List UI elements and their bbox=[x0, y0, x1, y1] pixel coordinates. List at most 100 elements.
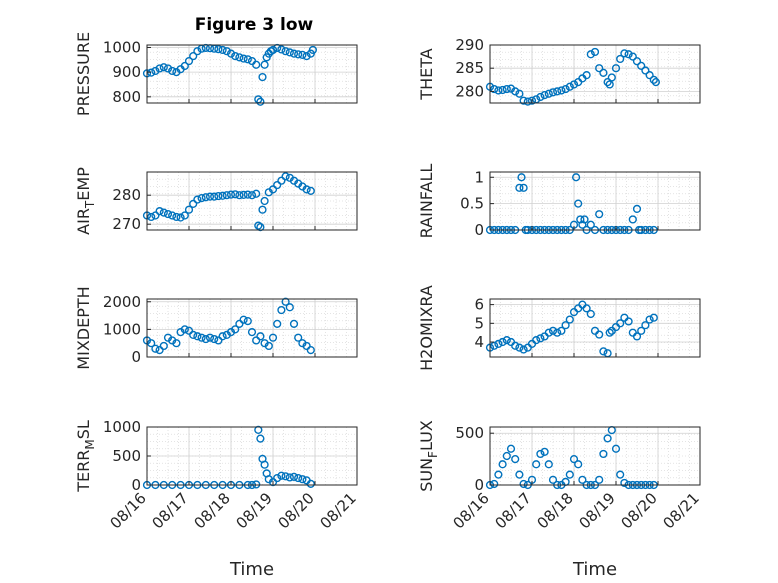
y-axis-label: TERRMSL bbox=[74, 420, 97, 493]
data-point bbox=[571, 173, 581, 182]
data-point bbox=[172, 339, 181, 348]
data-point bbox=[624, 50, 633, 59]
data-point bbox=[252, 189, 261, 198]
data-point bbox=[214, 191, 223, 201]
data-point bbox=[599, 347, 608, 356]
x-tick-label: 08/20 bbox=[275, 489, 318, 532]
data-point bbox=[595, 210, 604, 219]
data-point bbox=[289, 472, 299, 481]
data-point bbox=[490, 84, 499, 94]
data-point bbox=[519, 345, 528, 354]
data-point bbox=[184, 56, 194, 66]
y-tick-label: 1000 bbox=[103, 38, 141, 56]
data-point bbox=[243, 55, 252, 64]
data-point bbox=[155, 64, 164, 73]
data-point bbox=[214, 45, 223, 54]
data-point bbox=[258, 72, 267, 82]
data-point bbox=[193, 195, 202, 204]
data-point bbox=[151, 66, 160, 76]
data-point bbox=[574, 199, 583, 208]
data-point bbox=[226, 49, 236, 58]
data-point bbox=[252, 60, 261, 69]
x-tick-label: 08/20 bbox=[618, 489, 661, 532]
data-point bbox=[197, 194, 206, 203]
axes-frame bbox=[489, 171, 701, 231]
y-tick-label: 1 bbox=[474, 168, 484, 186]
y-axis-label: SUNFLUX bbox=[417, 420, 440, 492]
axes-frame bbox=[489, 44, 701, 104]
y-tick-label: 6 bbox=[474, 296, 484, 314]
data-point bbox=[590, 47, 600, 57]
x-tick-label: 08/16 bbox=[107, 489, 150, 532]
data-point bbox=[239, 315, 248, 324]
data-point bbox=[511, 455, 520, 464]
data-point bbox=[603, 78, 612, 87]
data-point bbox=[214, 336, 223, 345]
data-point bbox=[628, 52, 637, 61]
data-point bbox=[616, 319, 625, 328]
data-point bbox=[184, 205, 194, 214]
data-point bbox=[184, 326, 194, 335]
panel-1: 280 285 290 THETA bbox=[417, 36, 701, 106]
data-point bbox=[569, 80, 579, 89]
data-point bbox=[586, 220, 595, 229]
data-point bbox=[651, 78, 661, 87]
data-point bbox=[523, 97, 532, 106]
data-point bbox=[536, 92, 545, 102]
data-point bbox=[302, 52, 311, 61]
data-point bbox=[168, 211, 177, 220]
data-point bbox=[285, 303, 294, 312]
data-point bbox=[515, 470, 524, 479]
data-point bbox=[511, 87, 520, 96]
data-point bbox=[268, 185, 278, 194]
y-tick-label: 5 bbox=[474, 314, 484, 332]
y-tick-label: 4 bbox=[474, 333, 484, 351]
data-point bbox=[502, 336, 511, 345]
y-tick-label: 500 bbox=[112, 447, 141, 465]
data-point bbox=[231, 190, 240, 199]
data-point bbox=[147, 212, 156, 222]
y-tick-label: 280 bbox=[455, 82, 484, 100]
data-point bbox=[256, 97, 265, 106]
data-point bbox=[277, 45, 286, 54]
data-point bbox=[605, 80, 614, 89]
data-point bbox=[611, 444, 621, 453]
data-point bbox=[595, 330, 604, 339]
data-point bbox=[155, 345, 164, 355]
data-point bbox=[298, 50, 307, 59]
data-point bbox=[205, 192, 215, 201]
data-point bbox=[611, 64, 621, 73]
y-tick-label: 0.5 bbox=[460, 195, 484, 213]
data-point bbox=[231, 325, 240, 334]
data-point bbox=[494, 470, 503, 479]
data-point bbox=[649, 313, 658, 322]
data-point bbox=[159, 341, 168, 351]
data-point bbox=[258, 205, 267, 214]
y-tick-label: 1000 bbox=[103, 320, 141, 338]
data-point bbox=[641, 321, 650, 330]
data-point bbox=[561, 84, 570, 94]
data-point bbox=[544, 460, 553, 469]
data-point bbox=[235, 319, 244, 328]
data-point bbox=[298, 475, 307, 484]
data-point bbox=[260, 460, 269, 469]
data-point bbox=[268, 45, 278, 55]
data-point bbox=[519, 479, 528, 489]
data-point bbox=[540, 447, 549, 456]
data-point bbox=[580, 215, 589, 224]
x-tick-label: 08/21 bbox=[660, 489, 703, 532]
data-point bbox=[632, 204, 642, 214]
data-point bbox=[281, 472, 290, 481]
data-point bbox=[628, 215, 637, 224]
x-tick-label: 08/17 bbox=[149, 489, 192, 532]
x-tick-label: 08/21 bbox=[317, 489, 360, 532]
y-tick-label: 270 bbox=[112, 215, 141, 233]
y-axis-label: THETA bbox=[417, 48, 436, 100]
x-tick-label: 08/19 bbox=[233, 489, 276, 532]
data-point bbox=[578, 475, 587, 484]
y-tick-label: 0 bbox=[131, 476, 141, 494]
data-point bbox=[235, 191, 244, 200]
data-point bbox=[553, 328, 562, 337]
data-point bbox=[308, 45, 318, 55]
